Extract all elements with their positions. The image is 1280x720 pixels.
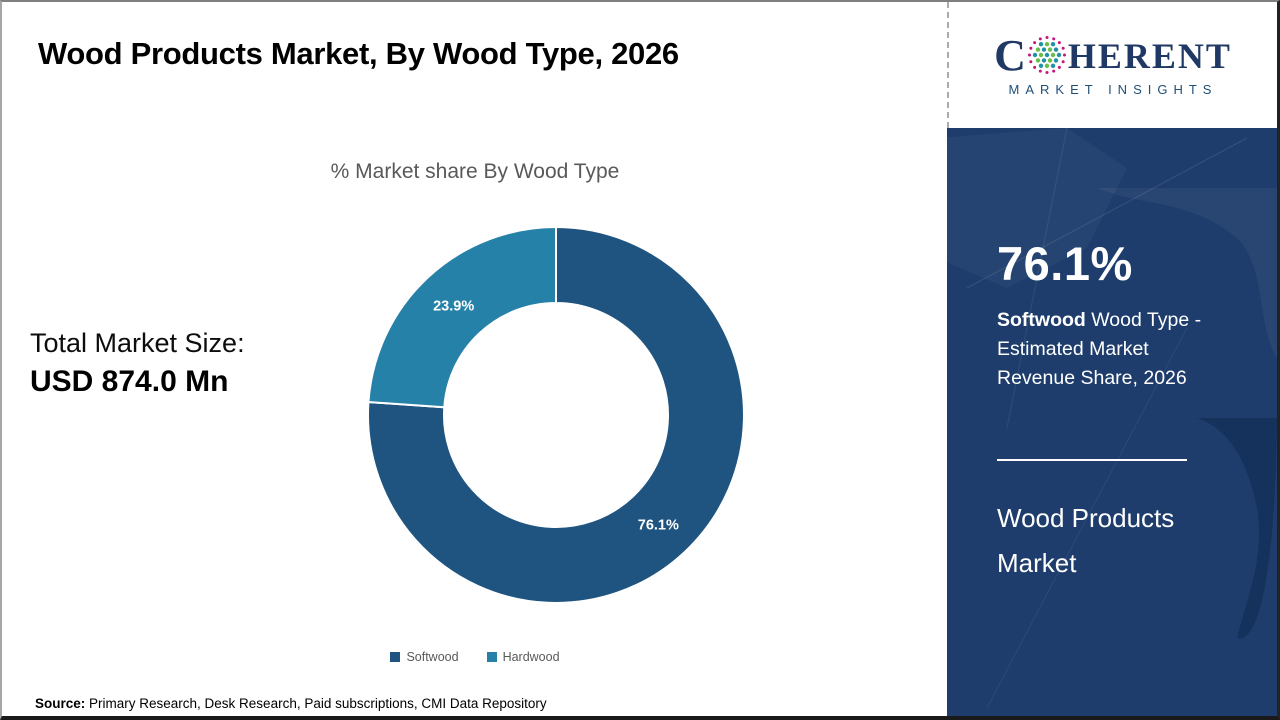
logo-letters-rest: HERENT [1067,35,1232,76]
sidebar-stat-value: 76.1% [997,237,1133,290]
logo-tagline: MARKET INSIGHTS [1008,81,1218,97]
legend-label-softwood: Softwood [406,650,459,664]
donut-chart: 76.1% 23.9% [356,215,756,615]
total-market-size-label: Total Market Size: [30,328,245,358]
chart-title: % Market share By Wood Type [330,160,620,183]
sidebar-stat-segment: Softwood [997,309,1086,331]
donut-slice-softwood [367,225,745,604]
chart-legend: Softwood Hardwood [2,650,948,664]
sidebar-market-title-line1: Wood Products [997,503,1175,533]
logo-wordmark: C HERENT [994,30,1232,80]
donut-label-softwood: 76.1% [638,518,679,534]
source-text: Primary Research, Desk Research, Paid su… [85,696,547,711]
coherent-globe-icon [1027,35,1066,74]
world-map-background [947,128,1277,709]
sidebar-stat-line1-rest: Wood Type - [1085,309,1202,331]
source-label: Source: [35,696,86,711]
sidebar-divider [997,459,1187,461]
legend-swatch-hardwood [486,652,497,662]
total-market-size-value: USD 874.0 Mn [30,365,229,398]
page-title: Wood Products Market, By Wood Type, 2026 [38,36,679,71]
donut-slice-hardwood [367,225,557,409]
sidebar-panel: 76.1% Softwood Wood Type - Estimated Mar… [947,128,1277,716]
sidebar-stat-description: Softwood Wood Type - Estimated Market Re… [997,306,1237,393]
legend-item-hardwood: Hardwood [486,650,560,664]
legend-swatch-softwood [390,652,401,662]
sidebar-stat-line3: Revenue Share, 2026 [997,367,1187,389]
legend-label-hardwood: Hardwood [502,650,560,664]
donut-label-hardwood: 23.9% [433,298,474,314]
source-note: Source: Primary Research, Desk Research,… [35,696,547,711]
sidebar-market-title-line2: Market [997,548,1077,578]
legend-item-softwood: Softwood [390,650,459,664]
total-market-size-block: Total Market Size: USD 874.0 Mn [30,328,245,399]
logo-letter-c: C [994,30,1026,80]
sidebar-stat-line2: Estimated Market [997,338,1149,360]
sidebar-market-title: Wood Products Market [997,496,1174,586]
coherent-logo: C HERENT MARKET INSIGHTS [947,2,1277,128]
